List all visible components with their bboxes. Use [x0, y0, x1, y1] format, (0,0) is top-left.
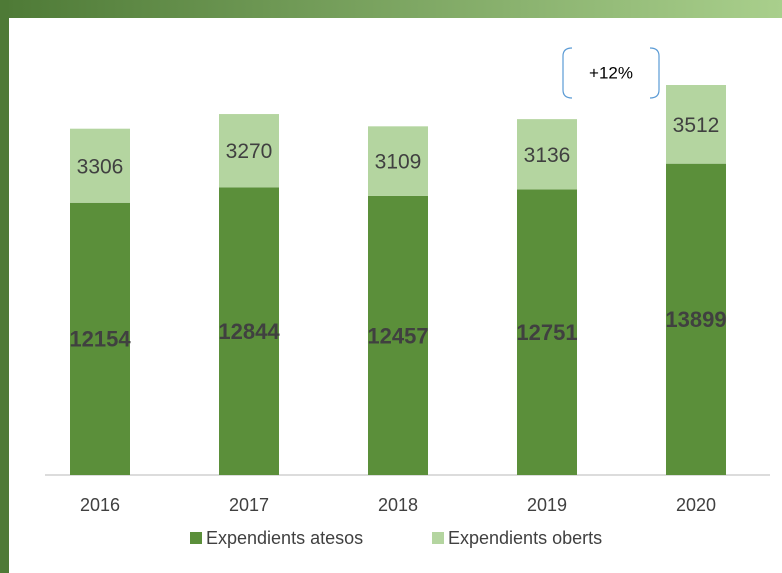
- data-label: 3512: [673, 114, 720, 137]
- legend-label: Expendients oberts: [448, 528, 602, 548]
- legend-label: Expendients atesos: [206, 528, 363, 548]
- bar-segment: [219, 187, 279, 475]
- legend-swatch: [190, 532, 202, 544]
- x-tick-label: 2019: [527, 495, 567, 515]
- bar-segment: [368, 195, 428, 475]
- bar-segment: [517, 189, 577, 475]
- x-tick-label: 2017: [229, 495, 269, 515]
- data-label: 12844: [218, 319, 280, 344]
- data-label: 3136: [524, 144, 571, 167]
- bar-segment: [70, 128, 130, 203]
- data-label: 12457: [367, 323, 428, 348]
- bar-segment: [517, 119, 577, 190]
- data-label: 3270: [226, 140, 273, 163]
- left-band: [0, 0, 9, 573]
- bar-segment: [368, 126, 428, 196]
- bar-segment: [70, 202, 130, 475]
- data-label: 12154: [69, 327, 131, 352]
- bracket-right: [649, 47, 660, 99]
- bracket-left: [562, 47, 573, 99]
- data-label: 13899: [665, 307, 726, 332]
- legend-swatch: [432, 532, 444, 544]
- bar-segment: [666, 163, 726, 475]
- bar-segment: [666, 85, 726, 164]
- data-label: 3306: [77, 155, 124, 178]
- annotation: +12%: [589, 63, 633, 82]
- top-band: [0, 0, 782, 18]
- data-label: 12751: [516, 320, 577, 345]
- data-label: 3109: [375, 151, 422, 174]
- bar-segment: [219, 114, 279, 188]
- x-tick-label: 2020: [676, 495, 716, 515]
- x-tick-label: 2016: [80, 495, 120, 515]
- x-tick-label: 2018: [378, 495, 418, 515]
